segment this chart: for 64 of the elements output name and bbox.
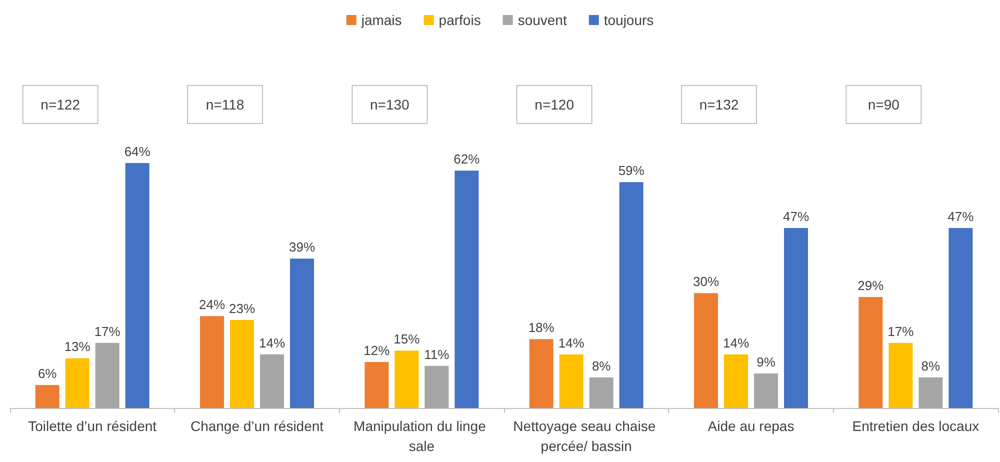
data-label: 14% — [558, 335, 585, 350]
bar — [529, 339, 554, 408]
bar — [290, 258, 314, 408]
bar — [888, 342, 913, 408]
bar — [948, 228, 973, 408]
bar — [589, 377, 614, 408]
data-label: 14% — [258, 335, 286, 350]
data-label: 12% — [364, 343, 390, 358]
data-label: 30% — [692, 274, 720, 290]
bar — [95, 342, 120, 408]
data-label: 47% — [948, 209, 974, 224]
text: n=90 — [868, 96, 900, 112]
data-label: 17% — [888, 324, 914, 339]
legend-label: jamais — [360, 12, 402, 28]
bar — [424, 366, 449, 408]
bar — [784, 228, 808, 408]
x-tick-label: Toilette d’un résident — [28, 418, 157, 434]
text: n=132 — [699, 96, 739, 112]
bar — [724, 354, 748, 408]
bar — [754, 374, 778, 408]
data-label: 62% — [454, 152, 480, 167]
bar — [454, 170, 479, 408]
data-label: 18% — [528, 320, 555, 336]
text: n=130 — [370, 96, 410, 112]
data-label: 24% — [198, 297, 226, 312]
data-label: 11% — [424, 346, 450, 362]
data-label: 23% — [228, 300, 256, 316]
data-label: 39% — [288, 240, 316, 255]
x-tick-label: Change d’un résident — [190, 418, 324, 434]
bar — [694, 293, 718, 408]
bar — [364, 362, 389, 408]
bar — [260, 354, 284, 408]
x-tick-label: Nettoyage seau chaise percée/ bassin — [513, 418, 660, 454]
bar — [65, 358, 90, 408]
x-tick-label: Manipulation du linge sale — [354, 418, 490, 454]
data-label: 17% — [94, 324, 121, 339]
data-label: 14% — [722, 335, 750, 350]
data-label: 6% — [38, 366, 58, 382]
x-tick-label: Entretien des locaux — [852, 418, 980, 434]
bar — [858, 296, 883, 408]
data-label: 8% — [921, 358, 940, 374]
data-label: 47% — [782, 209, 810, 224]
x-tick-label: Aide au repas — [708, 418, 794, 434]
text: n=120 — [534, 96, 574, 112]
text: n=118 — [206, 96, 244, 112]
legend-label: toujours — [604, 12, 654, 28]
data-label: 64% — [124, 144, 151, 159]
data-label: 59% — [618, 163, 645, 178]
data-label: 13% — [64, 339, 91, 354]
legend-label: parfois — [438, 12, 481, 28]
data-label: 15% — [394, 332, 420, 347]
bar — [230, 320, 254, 408]
legend-label: souvent — [518, 12, 567, 28]
bar — [394, 350, 419, 408]
data-label: 29% — [858, 278, 884, 293]
data-label: 8% — [592, 358, 612, 374]
data-label: 9% — [756, 354, 776, 370]
bar — [619, 182, 644, 408]
bar — [35, 385, 60, 408]
bar — [125, 162, 150, 408]
bar — [918, 377, 943, 408]
text: n=122 — [40, 96, 80, 112]
bar — [559, 354, 584, 408]
bar — [200, 316, 224, 408]
